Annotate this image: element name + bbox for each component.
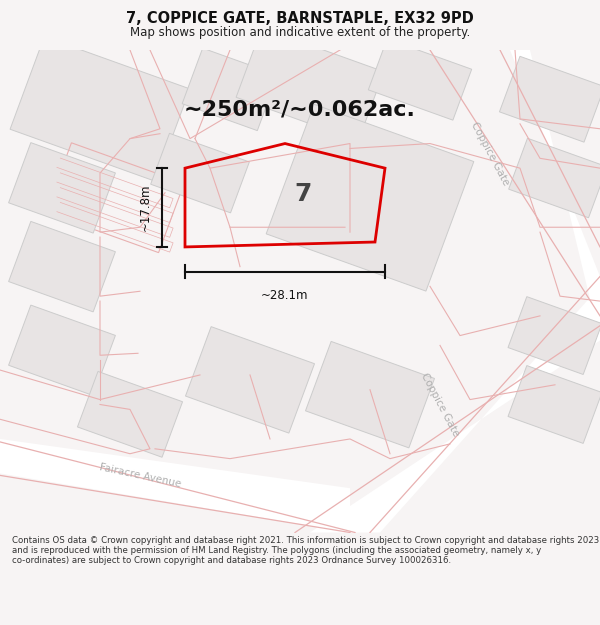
Polygon shape — [440, 50, 600, 341]
Text: Map shows position and indicative extent of the property.: Map shows position and indicative extent… — [130, 26, 470, 39]
Polygon shape — [508, 297, 600, 374]
Polygon shape — [8, 221, 115, 312]
Polygon shape — [8, 142, 115, 233]
Polygon shape — [10, 37, 190, 181]
Polygon shape — [499, 56, 600, 142]
Text: 7, COPPICE GATE, BARNSTAPLE, EX32 9PD: 7, COPPICE GATE, BARNSTAPLE, EX32 9PD — [126, 11, 474, 26]
Polygon shape — [0, 439, 350, 532]
Text: ~250m²/~0.062ac.: ~250m²/~0.062ac. — [184, 99, 416, 119]
Polygon shape — [185, 327, 314, 433]
Polygon shape — [182, 48, 278, 131]
Text: Fairacre Avenue: Fairacre Avenue — [98, 462, 182, 489]
Polygon shape — [508, 366, 600, 443]
Polygon shape — [77, 371, 182, 458]
Text: ~17.8m: ~17.8m — [139, 184, 152, 231]
Polygon shape — [151, 133, 250, 213]
Text: ~28.1m: ~28.1m — [261, 289, 309, 302]
Polygon shape — [290, 286, 600, 532]
Polygon shape — [305, 341, 434, 448]
Polygon shape — [236, 28, 384, 141]
Text: Contains OS data © Crown copyright and database right 2021. This information is : Contains OS data © Crown copyright and d… — [12, 536, 599, 566]
Polygon shape — [8, 305, 115, 396]
Text: Coppice Gate: Coppice Gate — [469, 120, 511, 187]
Polygon shape — [266, 104, 474, 291]
Polygon shape — [509, 138, 600, 218]
Polygon shape — [368, 39, 472, 120]
Text: Coppice Gate: Coppice Gate — [419, 371, 461, 438]
Text: 7: 7 — [295, 182, 311, 206]
